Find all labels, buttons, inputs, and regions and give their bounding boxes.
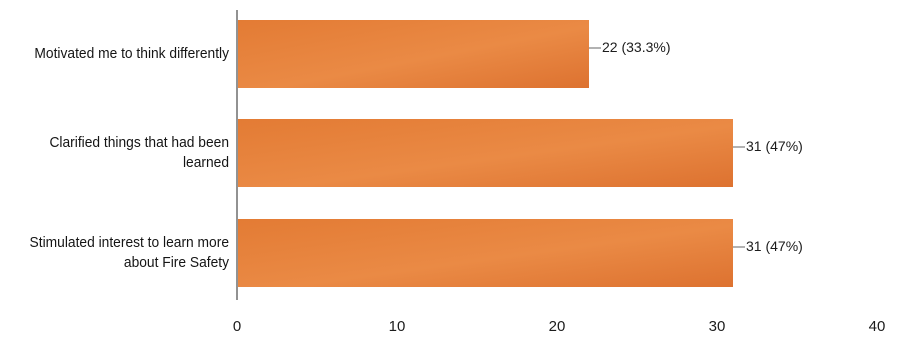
- x-tick-label-2: 20: [548, 318, 566, 335]
- bar-0: [238, 20, 589, 88]
- category-label-1: Clarified things that had been learned: [49, 134, 229, 171]
- x-tick-label-0: 0: [232, 318, 242, 335]
- bars-group: [238, 20, 745, 287]
- x-tick-label-3: 30: [708, 318, 726, 335]
- x-tick-label-4: 40: [868, 318, 886, 335]
- data-label-1: 31 (47%): [746, 138, 803, 154]
- bar-1: [238, 119, 733, 187]
- data-label-0: 22 (33.3%): [602, 39, 671, 55]
- x-tick-label-1: 10: [388, 318, 406, 335]
- category-label-2: Stimulated interest to learn more about …: [29, 234, 229, 271]
- category-label-0: Motivated me to think differently: [34, 45, 229, 62]
- bar-2: [238, 219, 733, 287]
- data-label-2: 31 (47%): [746, 238, 803, 254]
